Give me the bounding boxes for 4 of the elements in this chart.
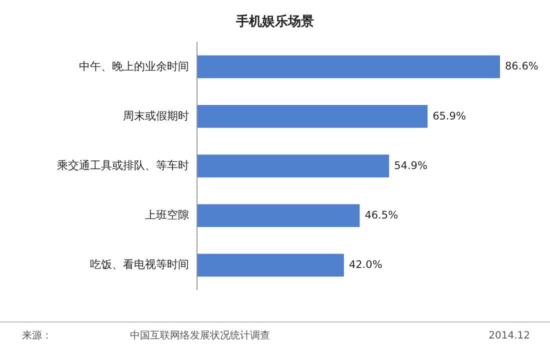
annotation: 2014.12 — [488, 330, 530, 342]
annotation: 中国互联网络发展状况统计调查 — [130, 330, 270, 342]
title: 手机娱乐场景 — [236, 14, 314, 30]
annotation: 来源： — [22, 330, 52, 342]
